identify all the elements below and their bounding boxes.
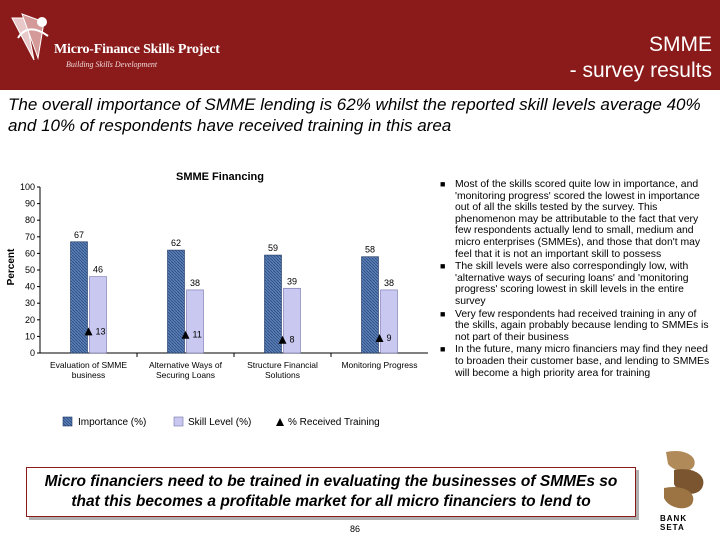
importance-bar: [167, 249, 185, 354]
importance-value-label: 67: [74, 230, 84, 240]
conclusion-callout: Micro financiers need to be trained in e…: [26, 467, 636, 517]
y-tick-label: 70: [25, 232, 35, 242]
received-training-value-label: 8: [290, 335, 295, 345]
findings-list: ■ Most of the skills scored quite low in …: [440, 179, 712, 380]
y-tick-label: 60: [25, 248, 35, 258]
received-training-marker: [375, 334, 384, 343]
y-tick-label: 40: [25, 282, 35, 292]
skill-level-bar: [380, 289, 398, 354]
received-training-marker: [181, 330, 190, 339]
bullet-square-icon: ■: [440, 261, 446, 272]
legend-received-training-marker: [276, 418, 284, 426]
legend-skill-level-swatch: [173, 416, 184, 427]
x-category-label: Solutions: [265, 370, 300, 380]
y-tick-label: 50: [25, 265, 35, 275]
received-training-marker: [84, 327, 93, 336]
y-tick-label: 10: [25, 331, 35, 341]
received-training-marker: [278, 335, 287, 344]
skill-level-value-label: 46: [93, 265, 103, 275]
importance-bar: [361, 256, 379, 354]
legend-received-training-label: % Received Training: [288, 417, 380, 428]
chart-title: SMME Financing: [176, 171, 264, 183]
x-category-label: Monitoring Progress: [341, 360, 417, 370]
logo-emblem-icon: [11, 13, 49, 61]
y-axis-label: Percent: [6, 248, 17, 285]
received-training-value-label: 13: [96, 326, 106, 336]
bullet-square-icon: ■: [440, 179, 446, 189]
importance-bar: [264, 254, 282, 354]
importance-value-label: 62: [171, 238, 181, 248]
page-subtitle: The overall importance of SMME lending i…: [8, 95, 701, 135]
smme-financing-chart: SMME Financing Percent 0 10 20 30 40 50 60 70 80…: [6, 171, 428, 428]
skill-level-bar: [283, 287, 301, 354]
bank-seta-logo: BANK SETA: [654, 448, 714, 536]
x-category-label: Securing Loans: [156, 370, 215, 380]
page-title: SMME - survey results: [570, 32, 712, 84]
logo-text: Micro-Finance Skills Project: [54, 42, 220, 57]
y-tick-label: 20: [25, 315, 35, 325]
logo-tagline: Building Skills Development: [66, 60, 158, 69]
y-tick-label: 0: [30, 348, 35, 358]
finding-text: The skill levels were also corresponding…: [455, 261, 689, 307]
legend-importance-label: Importance (%): [78, 417, 146, 428]
y-tick-label: 30: [25, 298, 35, 308]
y-tick-label: 80: [25, 215, 35, 225]
x-category-label: business: [72, 370, 106, 380]
x-category-label: Evaluation of SMME: [50, 360, 127, 370]
skill-level-value-label: 38: [384, 278, 394, 288]
page-title-line1: SMME: [649, 33, 712, 56]
bullet-square-icon: ■: [440, 308, 446, 319]
finding-text: Most of the skills scored quite low in i…: [455, 179, 701, 260]
received-training-value-label: 9: [387, 333, 392, 343]
header-banner: Micro-Finance Skills Project Building Sk…: [0, 0, 720, 90]
page-number: 86: [350, 524, 361, 534]
skill-level-bar: [89, 276, 107, 354]
finding-text: Very few respondents had received traini…: [455, 308, 709, 343]
importance-value-label: 58: [365, 245, 375, 255]
finding-item: ■ Very few respondents had received train…: [440, 309, 712, 344]
bullet-square-icon: ■: [440, 344, 446, 355]
finding-item: ■ In the future, many micro financiers ma…: [440, 344, 712, 379]
skill-level-bar: [186, 289, 204, 354]
x-category-label: Structure Financial: [247, 360, 318, 370]
bank-seta-text: BANK SETA: [660, 514, 688, 532]
finding-item: ■ The skill levels were also correspondin…: [440, 261, 712, 307]
x-category-label: Alternative Ways of: [149, 360, 223, 370]
bank-seta-emblem-icon: [664, 450, 704, 509]
page-title-line2: - survey results: [569, 59, 712, 82]
finding-text: In the future, many micro financiers may…: [455, 344, 710, 379]
skill-level-value-label: 38: [190, 278, 200, 288]
legend-importance-swatch: [62, 416, 73, 427]
legend-skill-level-label: Skill Level (%): [188, 417, 251, 428]
skill-level-value-label: 39: [287, 276, 297, 286]
importance-bar: [70, 241, 88, 354]
finding-item: ■ Most of the skills scored quite low in …: [440, 179, 712, 260]
importance-value-label: 59: [268, 243, 278, 253]
micro-finance-logo: Micro-Finance Skills Project Building Sk…: [4, 8, 220, 78]
y-tick-label: 90: [25, 199, 35, 209]
y-tick-label: 100: [20, 182, 35, 192]
received-training-value-label: 11: [193, 330, 202, 340]
